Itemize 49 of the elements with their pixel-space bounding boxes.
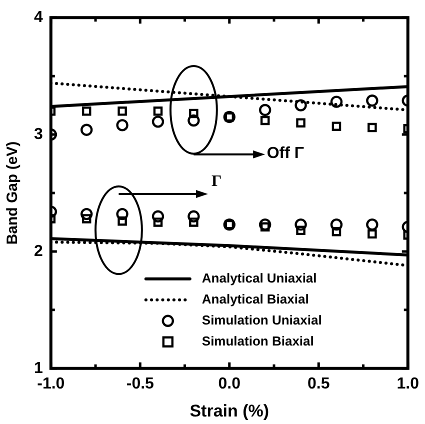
x-tick-label: 0.0	[218, 375, 241, 392]
point	[82, 106, 92, 116]
x-tick-label: 1.0	[396, 375, 420, 392]
y-tick-label: 2	[34, 242, 43, 260]
point	[116, 119, 128, 132]
point	[152, 210, 164, 222]
point	[118, 216, 127, 226]
annotation: Γ	[212, 173, 222, 192]
point	[366, 218, 378, 231]
point	[330, 96, 343, 108]
point	[152, 116, 164, 128]
point	[258, 104, 272, 116]
point	[296, 118, 306, 128]
legend-label: Simulation Biaxial	[202, 333, 314, 348]
point	[366, 94, 378, 107]
point	[189, 218, 198, 227]
point	[368, 122, 377, 132]
point	[188, 210, 200, 222]
x-tick-label: 0.5	[308, 375, 330, 392]
legend-label: Analytical Biaxial	[202, 291, 309, 306]
point	[260, 116, 270, 126]
point	[260, 222, 270, 232]
x-axis-title: Strain (%)	[190, 401, 270, 420]
point	[80, 208, 93, 220]
x-tick-label: -0.5	[126, 375, 154, 392]
point	[332, 122, 342, 131]
point	[82, 214, 92, 224]
point	[330, 218, 343, 231]
legend-label: Analytical Uniaxial	[202, 270, 317, 286]
y-tick-label: 1	[34, 360, 43, 377]
y-tick-label: 3	[34, 126, 43, 143]
point	[80, 124, 93, 136]
point	[118, 106, 127, 116]
point	[189, 108, 198, 118]
y-axis-title: Band Gap (eV)	[4, 141, 22, 245]
point	[368, 229, 377, 239]
annotation: Off Γ	[266, 145, 304, 164]
legend-label: Simulation Uniaxial	[202, 312, 322, 328]
point	[153, 218, 163, 227]
y-tick-label: 4	[34, 9, 43, 26]
point	[332, 226, 342, 236]
x-tick-label: -1.0	[37, 375, 65, 392]
point	[294, 99, 307, 112]
point	[258, 218, 272, 231]
point	[153, 106, 163, 116]
point	[116, 208, 128, 220]
point	[294, 218, 307, 231]
point	[188, 114, 200, 127]
point	[296, 226, 306, 236]
